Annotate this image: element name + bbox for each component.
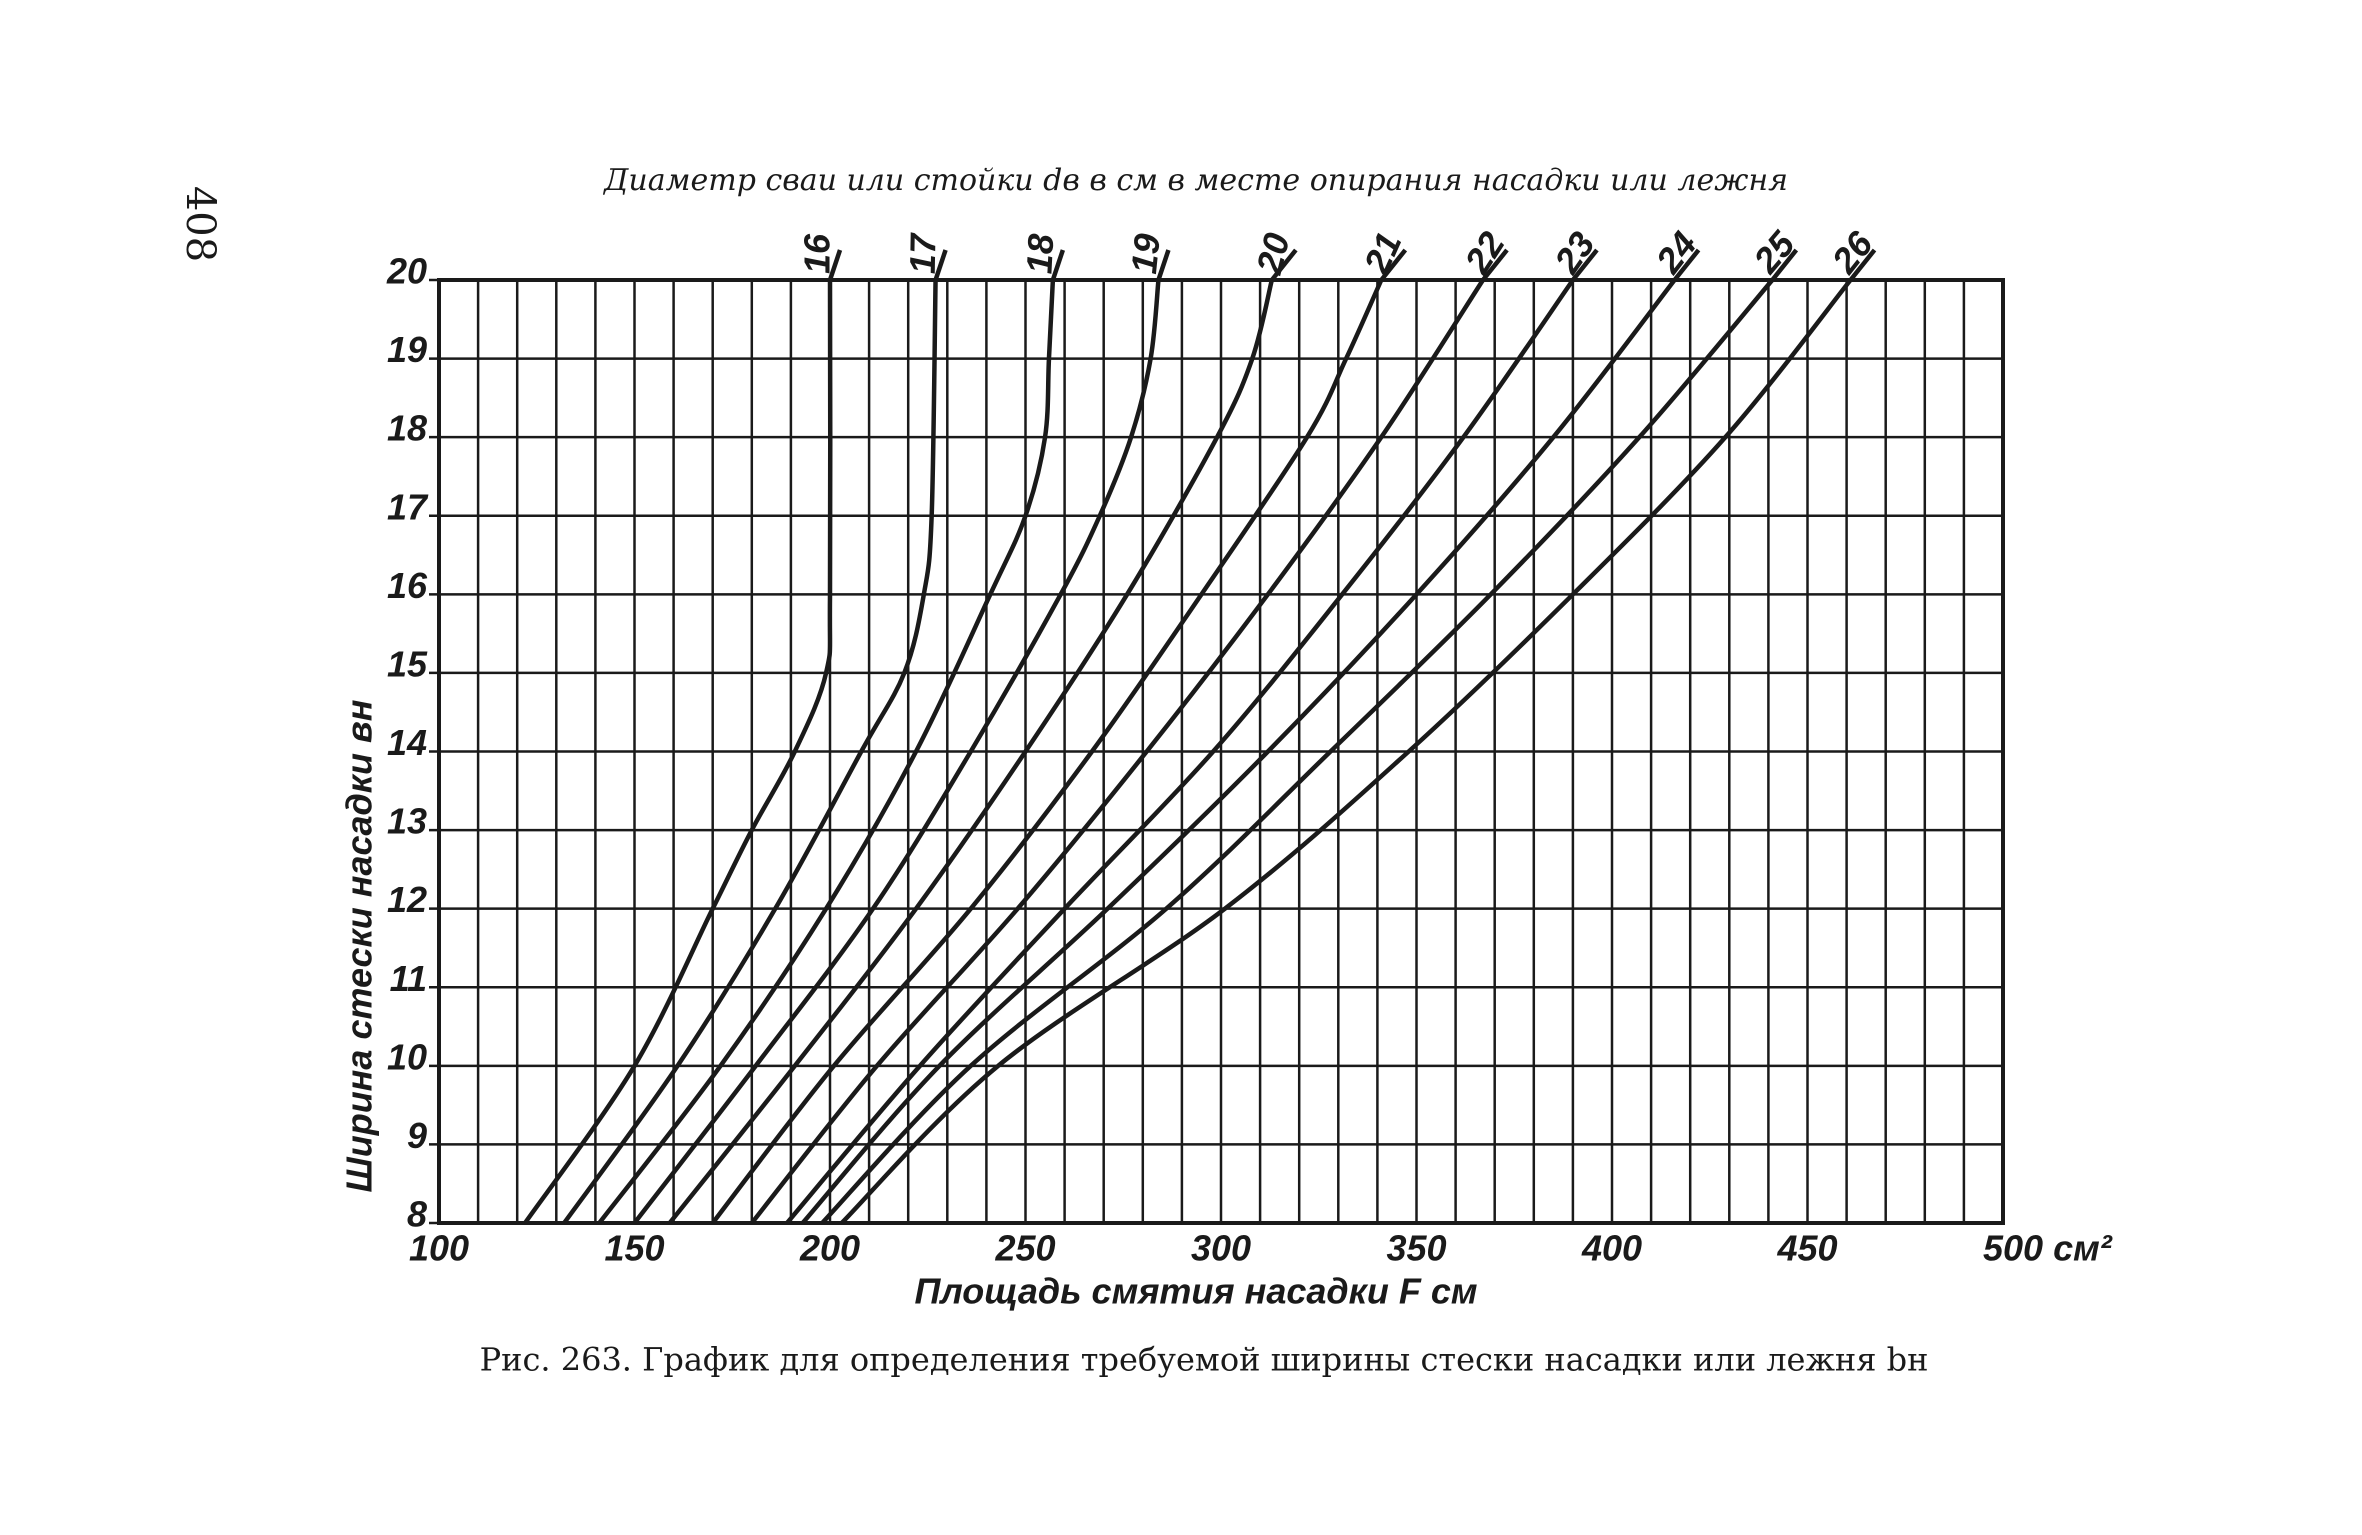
legend-label: 20 bbox=[1248, 229, 1298, 279]
curve-tail bbox=[1848, 248, 1877, 282]
legend-label: 19 bbox=[1123, 232, 1168, 276]
y-tick-label: 9 bbox=[407, 1115, 427, 1156]
legend-label: 24 bbox=[1647, 224, 1705, 282]
x-tick-label: 450 bbox=[1776, 1228, 1837, 1269]
legend-label: 25 bbox=[1745, 223, 1803, 282]
y-tick-label: 8 bbox=[407, 1194, 427, 1235]
y-tick-label: 20 bbox=[386, 251, 427, 292]
x-axis-label: Площадь смятия насадки F см bbox=[914, 1271, 1477, 1312]
curve-tail bbox=[1481, 248, 1509, 282]
y-axis-label: Ширина стески насадки вн bbox=[339, 699, 380, 1192]
legend-label: 16 bbox=[797, 233, 838, 274]
x-tick-label: 250 bbox=[994, 1228, 1055, 1269]
curve bbox=[523, 279, 833, 1225]
y-tick-label: 14 bbox=[387, 722, 427, 763]
legend-label: 21 bbox=[1355, 226, 1409, 280]
curve-tail bbox=[1050, 249, 1066, 281]
curve-tail bbox=[1571, 248, 1599, 282]
curve bbox=[710, 279, 1384, 1225]
x-tick-label: 200 bbox=[799, 1228, 860, 1269]
y-tick-label: 13 bbox=[387, 801, 427, 842]
y-tick-label: 16 bbox=[387, 565, 428, 606]
curve bbox=[562, 279, 938, 1225]
page-number: 408 bbox=[177, 186, 223, 262]
curve bbox=[800, 278, 1677, 1225]
curve bbox=[597, 279, 1056, 1225]
figure-caption: Рис. 263. График для определения требуем… bbox=[480, 1341, 1929, 1379]
legend-label: 22 bbox=[1456, 224, 1513, 281]
y-tick-label: 11 bbox=[390, 958, 427, 999]
curve-tail bbox=[1379, 248, 1408, 282]
curve bbox=[667, 279, 1275, 1225]
x-tick-label: 300 bbox=[1191, 1228, 1251, 1269]
y-tick-label: 18 bbox=[387, 408, 427, 449]
curve-tail bbox=[1770, 248, 1799, 282]
x-tick-label: 100 bbox=[409, 1228, 469, 1269]
y-tick-label: 10 bbox=[387, 1036, 427, 1077]
curve bbox=[785, 278, 1575, 1225]
curve bbox=[820, 278, 1775, 1225]
curve-tail bbox=[1270, 248, 1298, 282]
x-tick-label: 400 bbox=[1581, 1228, 1642, 1269]
y-tick-label: 15 bbox=[387, 643, 428, 684]
x-tick-label: 150 bbox=[604, 1228, 664, 1269]
curve-tail bbox=[1156, 249, 1171, 281]
y-tick-label: 17 bbox=[387, 486, 429, 527]
legend-label: 17 bbox=[902, 232, 944, 275]
curve bbox=[840, 278, 1853, 1225]
x-tick-label: 500 см² bbox=[1983, 1228, 2113, 1269]
curve-tail bbox=[933, 249, 948, 281]
plot-frame bbox=[437, 278, 2005, 1225]
y-tick-label: 19 bbox=[387, 329, 427, 370]
curve bbox=[632, 279, 1161, 1225]
legend-label: 18 bbox=[1018, 233, 1061, 275]
legend-label: 23 bbox=[1546, 224, 1603, 281]
x-tick-label: 350 bbox=[1386, 1228, 1446, 1269]
curve-tail bbox=[827, 249, 843, 281]
curve bbox=[750, 278, 1485, 1225]
curve-tail bbox=[1672, 248, 1701, 282]
chart-title: Диаметр сваи или стойки dв в см в месте … bbox=[602, 163, 1788, 198]
legend-label: 26 bbox=[1823, 223, 1881, 281]
y-tick-label: 12 bbox=[387, 879, 427, 920]
